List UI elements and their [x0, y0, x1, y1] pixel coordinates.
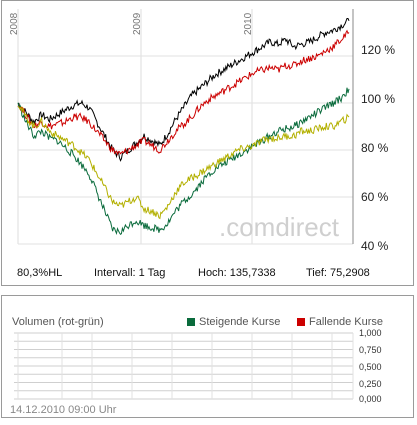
legend-up-label: Steigende Kurse — [199, 316, 281, 328]
vol-tick-0500: 0,500 — [359, 362, 382, 372]
series-line-1 — [17, 18, 350, 162]
timestamp: 14.12.2010 09:00 Uhr — [10, 404, 117, 416]
legend-down-label: Fallende Kurse — [309, 316, 383, 328]
series-line-4 — [17, 105, 350, 220]
vol-tick-0250: 0,250 — [359, 379, 382, 389]
legend-up: Steigende Kurse — [187, 316, 280, 328]
legend-up-swatch — [187, 318, 195, 327]
vol-tick-0750: 0,750 — [359, 345, 382, 355]
y-tick-120: 120 % — [361, 43, 396, 57]
interval-value: Intervall: 1 Tag — [94, 267, 166, 279]
volume-chart — [14, 332, 354, 400]
volume-panel: Volumen (rot-grün) Steigende Kurse Falle… — [1, 295, 414, 418]
series-line-3 — [17, 87, 350, 236]
year-label-2009: 2009 — [132, 12, 143, 35]
y-tick-60: 60 % — [361, 190, 389, 204]
legend-down-swatch — [297, 318, 305, 327]
y-tick-80: 80 % — [361, 141, 389, 155]
series-line-2 — [17, 29, 350, 156]
price-chart-panel: .comdirect 2008 2009 2010 120 % 100 % 80… — [1, 0, 414, 286]
vol-tick-0000: 0,000 — [359, 394, 382, 404]
price-chart: .comdirect — [17, 9, 354, 245]
legend-down: Fallende Kurse — [297, 316, 383, 328]
y-tick-40: 40 % — [361, 239, 389, 253]
high-value: Hoch: 135,7338 — [198, 267, 276, 279]
low-value: Tief: 75,2908 — [306, 267, 370, 279]
vol-tick-1000: 1,000 — [359, 328, 382, 338]
hl-value: 80,3%HL — [17, 267, 63, 279]
year-label-2010: 2010 — [243, 12, 254, 35]
year-label-2008: 2008 — [9, 12, 20, 35]
volume-title: Volumen (rot-grün) — [12, 316, 104, 328]
y-tick-100: 100 % — [361, 92, 396, 106]
watermark: .comdirect — [219, 212, 340, 242]
